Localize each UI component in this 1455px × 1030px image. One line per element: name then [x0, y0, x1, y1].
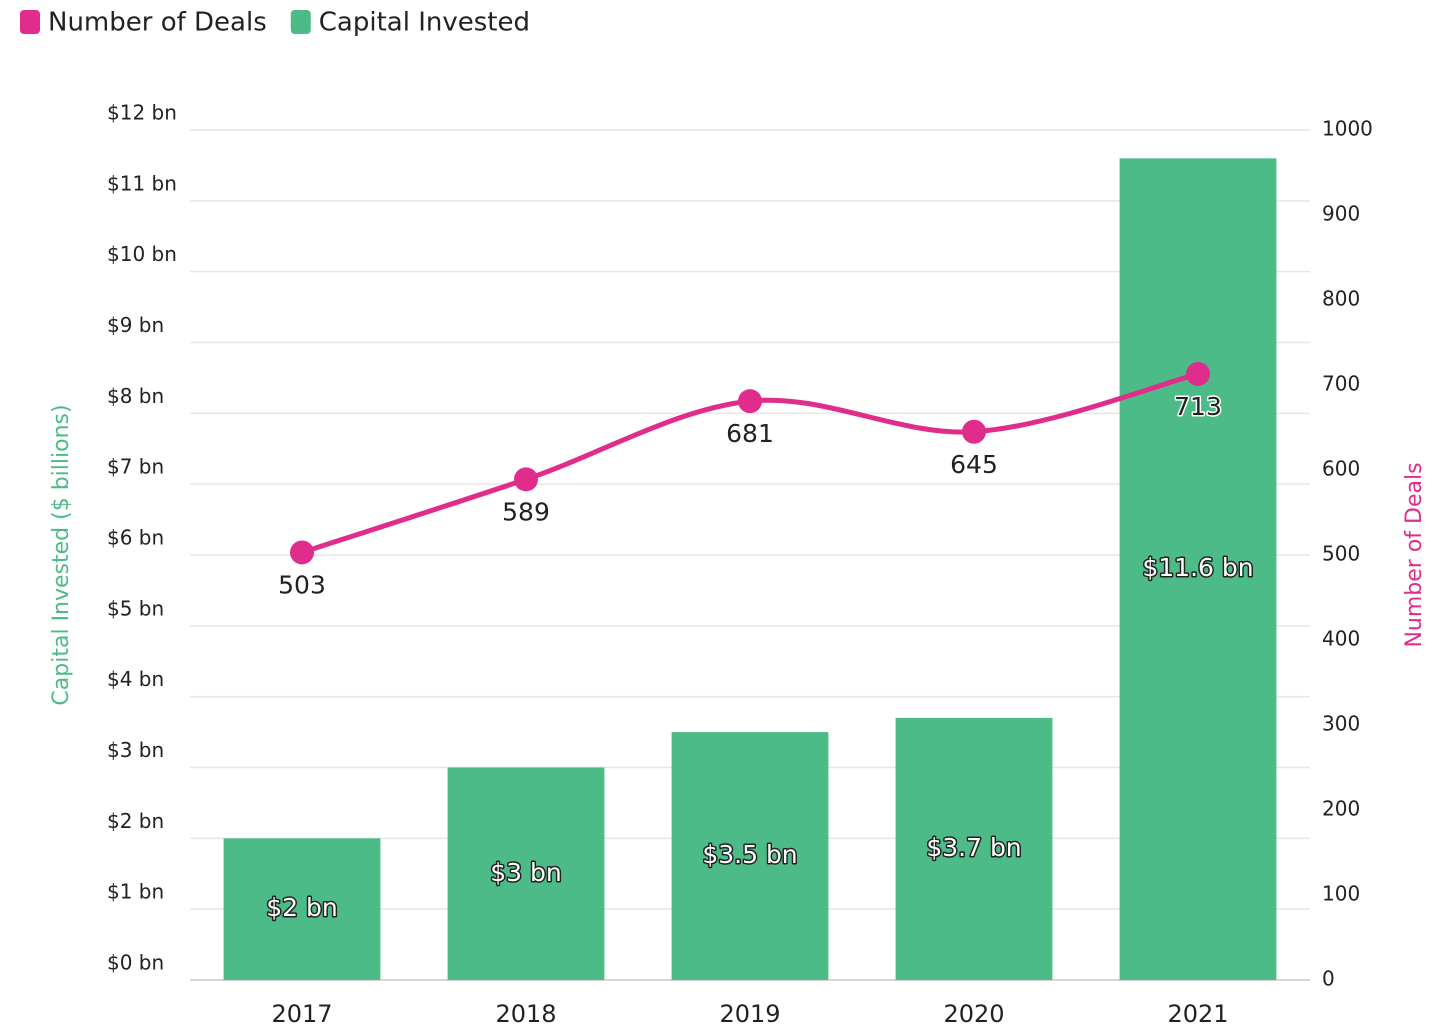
x-tick-label: 2019: [719, 1000, 780, 1028]
y2-tick-label: 400: [1322, 627, 1360, 651]
line-value-label: 713: [1174, 392, 1222, 421]
line-point: [962, 419, 986, 444]
y-tick-label: $0 bn: [107, 951, 164, 975]
y2-tick-label: 200: [1322, 797, 1360, 821]
y2-tick-label: 900: [1322, 202, 1360, 226]
bar: [447, 767, 605, 980]
line-value-label: 681: [726, 419, 774, 448]
y-tick-label: $11 bn: [107, 171, 177, 195]
legend: Number of Deals Capital Invested: [20, 8, 530, 38]
line-point: [290, 540, 314, 565]
bar-value-label: $11.6 bn: [1142, 553, 1253, 582]
line-value-label: 589: [502, 497, 550, 526]
y-tick-label: $3 bn: [107, 738, 164, 762]
y-tick-label: $5 bn: [107, 596, 164, 620]
bar-value-label: $2 bn: [266, 893, 337, 922]
bar-value-label: $3 bn: [490, 858, 561, 887]
y-tick-label: $7 bn: [107, 455, 164, 479]
y2-tick-label: 300: [1322, 712, 1360, 736]
y2-tick-label: 700: [1322, 372, 1360, 396]
line-value-label: 503: [278, 570, 326, 599]
bar: [895, 717, 1053, 980]
y2-tick-label: 0: [1322, 967, 1335, 991]
legend-label: Number of Deals: [48, 8, 267, 38]
y2-tick-label: 800: [1322, 287, 1360, 311]
y-tick-label: $8 bn: [107, 384, 164, 408]
line-value-label: 645: [950, 450, 998, 479]
y-tick-label: $9 bn: [107, 313, 164, 337]
x-tick-label: 2021: [1167, 1000, 1228, 1028]
y2-tick-label: 1000: [1322, 117, 1373, 141]
y2-tick-label: 500: [1322, 542, 1360, 566]
y-tick-label: $2 bn: [107, 809, 164, 833]
y-tick-label: $12 bn: [107, 101, 177, 125]
x-tick-label: 2018: [495, 1000, 556, 1028]
legend-label: Capital Invested: [319, 8, 530, 38]
legend-swatch: [290, 10, 311, 34]
bar-value-label: $3.5 bn: [702, 840, 797, 869]
bar: [223, 838, 381, 980]
bar: [1119, 158, 1277, 981]
y-axis-title: Capital Invested ($ billions): [49, 404, 74, 705]
y2-axis-title: Number of Deals: [1402, 462, 1427, 647]
x-tick-label: 2020: [943, 1000, 1004, 1028]
bar: [671, 732, 829, 980]
line-point: [514, 467, 538, 492]
y-tick-label: $1 bn: [107, 880, 164, 904]
y2-tick-label: 600: [1322, 457, 1360, 481]
line-point: [1186, 361, 1210, 386]
legend-swatch: [20, 10, 40, 34]
line-point: [738, 389, 762, 414]
bar-value-label: $3.7 bn: [926, 833, 1021, 862]
y2-tick-label: 100: [1322, 882, 1360, 906]
y-tick-label: $4 bn: [107, 667, 164, 691]
x-tick-label: 2017: [271, 1000, 332, 1028]
y-tick-label: $6 bn: [107, 526, 164, 550]
y-tick-label: $10 bn: [107, 242, 177, 266]
